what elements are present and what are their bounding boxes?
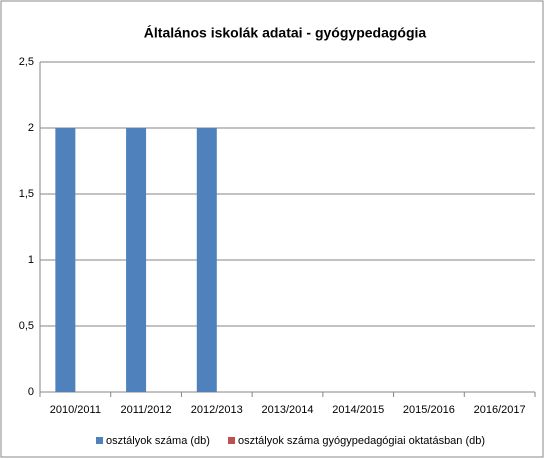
legend-swatch [96, 437, 103, 444]
bar [196, 128, 217, 392]
chart-title: Általános iskolák adatai - gyógypedagógi… [144, 25, 427, 41]
legend-label: osztályok száma gyógypedagógiai oktatásb… [238, 435, 485, 447]
y-tick-label: 2,5 [19, 56, 34, 68]
bar [55, 128, 76, 392]
x-tick-label: 2015/2016 [403, 404, 455, 416]
y-tick-label: 1,5 [19, 188, 34, 200]
x-tick-label: 2011/2012 [120, 404, 171, 416]
y-tick-label: 0 [28, 386, 34, 398]
x-tick-label: 2010/2011 [50, 404, 101, 416]
legend-label: osztályok száma (db) [106, 435, 210, 447]
bar [126, 128, 147, 392]
y-tick-label: 2 [28, 122, 34, 134]
legend-swatch [228, 437, 235, 444]
x-tick-label: 2014/2015 [332, 404, 384, 416]
x-tick-label: 2012/2013 [191, 404, 243, 416]
y-tick-label: 0,5 [19, 320, 34, 332]
y-tick-label: 1 [28, 254, 34, 266]
x-tick-label: 2016/2017 [474, 404, 526, 416]
x-tick-label: 2013/2014 [262, 404, 314, 416]
